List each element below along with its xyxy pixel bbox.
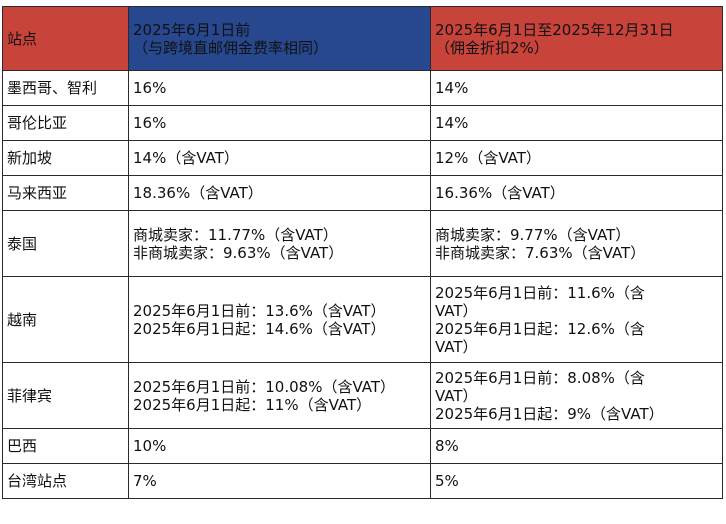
- rate-discount-period-cell: 14%: [430, 70, 723, 106]
- table-row: 哥伦比亚 16% 14%: [2, 105, 723, 141]
- rate-before-june-cell: 16%: [128, 105, 431, 141]
- header-after-title: 2025年6月1日至2025年12月31日: [435, 20, 674, 39]
- rate-text: 8%: [435, 437, 459, 455]
- site-cell: 哥伦比亚: [2, 105, 129, 141]
- table-row: 新加坡 14%（含VAT） 12%（含VAT）: [2, 140, 723, 176]
- rate-text: 14%（含VAT）: [133, 149, 239, 167]
- rate-before-june-cell: 14%（含VAT）: [128, 140, 431, 176]
- rate-text: 2025年6月1日前：10.08%（含VAT）: [133, 377, 396, 396]
- table-row: 菲律宾 2025年6月1日前：10.08%（含VAT） 2025年6月1日起：11%…: [2, 362, 723, 429]
- site-cell: 越南: [2, 276, 129, 363]
- header-before-title: 2025年6月1日前: [133, 20, 251, 39]
- header-before-june: 2025年6月1日前 （与跨境直邮佣金费率相同）: [128, 6, 431, 71]
- rate-text: 16%: [133, 114, 167, 132]
- rate-text: VAT）: [435, 301, 478, 320]
- site-cell: 新加坡: [2, 140, 129, 176]
- site-cell: 泰国: [2, 210, 129, 277]
- rate-before-june-cell: 7%: [128, 463, 431, 499]
- rate-text: 16.36%（含VAT）: [435, 184, 565, 202]
- rate-text: 7%: [133, 472, 157, 490]
- rate-text: 2025年6月1日前：8.08%（含: [435, 368, 645, 387]
- rate-text: 16%: [133, 79, 167, 97]
- rate-text: 2025年6月1日起：9%（含VAT）: [435, 404, 664, 423]
- rate-text: 2025年6月1日前：13.6%（含VAT）: [133, 301, 386, 320]
- commission-rate-table: 站点 2025年6月1日前 （与跨境直邮佣金费率相同） 2025年6月1日至20…: [2, 6, 723, 499]
- rate-before-june-cell: 18.36%（含VAT）: [128, 175, 431, 211]
- rate-text: 14%: [435, 79, 469, 97]
- rate-before-june-cell: 16%: [128, 70, 431, 106]
- rate-text: 非商城卖家：9.63%（含VAT）: [133, 243, 344, 262]
- rate-before-june-cell: 商城卖家：11.77%（含VAT） 非商城卖家：9.63%（含VAT）: [128, 210, 431, 277]
- rate-text: 2025年6月1日起：11%（含VAT）: [133, 395, 372, 414]
- header-after-note: （佣金折扣2%）: [435, 38, 549, 57]
- rate-before-june-cell: 10%: [128, 428, 431, 464]
- rate-discount-period-cell: 2025年6月1日前：11.6%（含 VAT） 2025年6月1日起：12.6%（含…: [430, 276, 723, 363]
- rate-text: VAT）: [435, 386, 478, 405]
- rate-before-june-cell: 2025年6月1日前：13.6%（含VAT） 2025年6月1日起：14.6%（含…: [128, 276, 431, 363]
- header-site: 站点: [2, 6, 129, 71]
- header-june-to-december: 2025年6月1日至2025年12月31日 （佣金折扣2%）: [430, 6, 723, 71]
- site-cell: 巴西: [2, 428, 129, 464]
- rate-discount-period-cell: 2025年6月1日前：8.08%（含 VAT） 2025年6月1日起：9%（含VAT…: [430, 362, 723, 429]
- table-row: 马来西亚 18.36%（含VAT） 16.36%（含VAT）: [2, 175, 723, 211]
- rate-text: 2025年6月1日前：11.6%（含: [435, 283, 645, 302]
- site-cell: 马来西亚: [2, 175, 129, 211]
- header-before-note: （与跨境直邮佣金费率相同）: [133, 38, 329, 57]
- table-row: 巴西 10% 8%: [2, 428, 723, 464]
- rate-discount-period-cell: 8%: [430, 428, 723, 464]
- rate-discount-period-cell: 14%: [430, 105, 723, 141]
- rate-discount-period-cell: 商城卖家：9.77%（含VAT） 非商城卖家：7.63%（含VAT）: [430, 210, 723, 277]
- rate-discount-period-cell: 16.36%（含VAT）: [430, 175, 723, 211]
- rate-text: VAT）: [435, 337, 478, 356]
- rate-text: 2025年6月1日起：14.6%（含VAT）: [133, 319, 386, 338]
- rate-text: 5%: [435, 472, 459, 490]
- site-cell: 墨西哥、智利: [2, 70, 129, 106]
- rate-text: 14%: [435, 114, 469, 132]
- rate-text: 10%: [133, 437, 167, 455]
- table-body: 墨西哥、智利 16% 14% 哥伦比亚 16% 14% 新加坡 14%（含VAT） 12%（含V…: [2, 70, 723, 499]
- site-cell: 台湾站点: [2, 463, 129, 499]
- rate-text: 商城卖家：9.77%（含VAT）: [435, 225, 631, 244]
- rate-text: 2025年6月1日起：12.6%（含: [435, 319, 645, 338]
- site-cell: 菲律宾: [2, 362, 129, 429]
- rate-text: 商城卖家：11.77%（含VAT）: [133, 225, 338, 244]
- rate-text: 12%（含VAT）: [435, 149, 541, 167]
- rate-text: 非商城卖家：7.63%（含VAT）: [435, 243, 646, 262]
- table-row: 墨西哥、智利 16% 14%: [2, 70, 723, 106]
- table-row: 台湾站点 7% 5%: [2, 463, 723, 499]
- table-row: 泰国 商城卖家：11.77%（含VAT） 非商城卖家：9.63%（含VAT） 商城卖家…: [2, 210, 723, 277]
- rate-text: 18.36%（含VAT）: [133, 184, 263, 202]
- rate-before-june-cell: 2025年6月1日前：10.08%（含VAT） 2025年6月1日起：11%（含V…: [128, 362, 431, 429]
- table-row: 越南 2025年6月1日前：13.6%（含VAT） 2025年6月1日起：14.6%…: [2, 276, 723, 363]
- table-header-row: 站点 2025年6月1日前 （与跨境直邮佣金费率相同） 2025年6月1日至20…: [2, 6, 723, 71]
- rate-discount-period-cell: 12%（含VAT）: [430, 140, 723, 176]
- rate-discount-period-cell: 5%: [430, 463, 723, 499]
